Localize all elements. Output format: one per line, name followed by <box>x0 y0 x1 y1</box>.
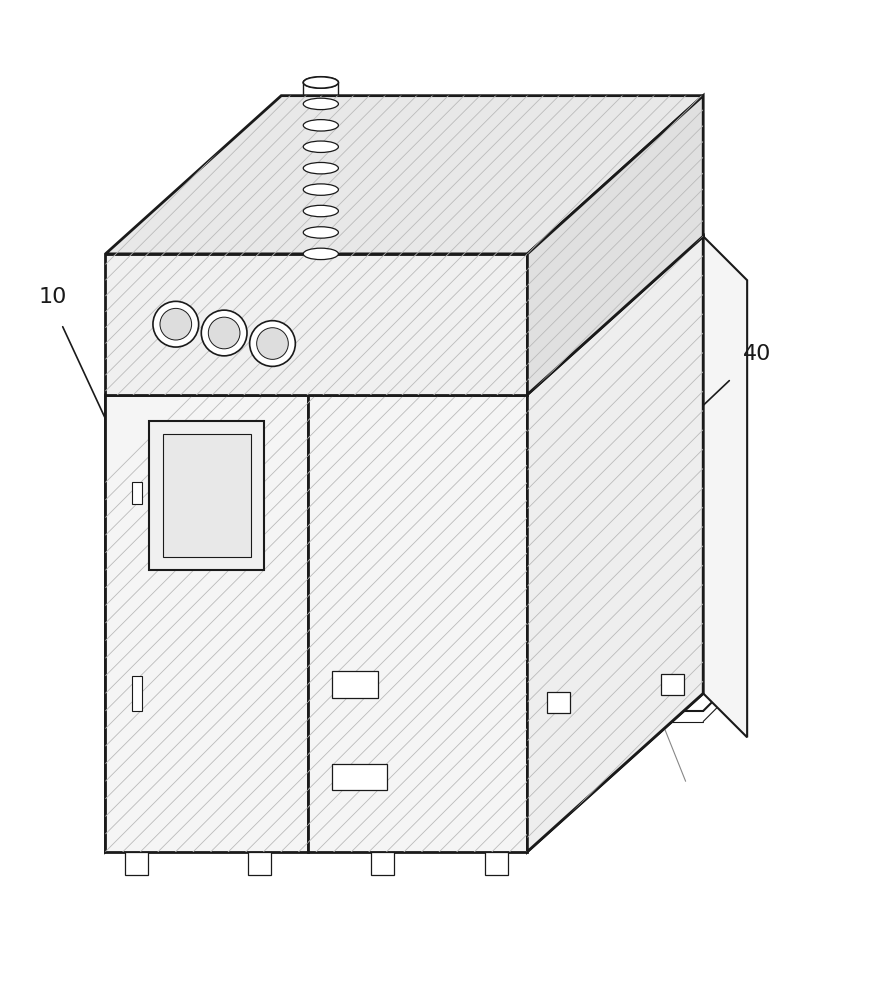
Polygon shape <box>149 421 263 570</box>
Polygon shape <box>248 852 270 875</box>
Polygon shape <box>105 254 527 395</box>
Polygon shape <box>105 236 281 482</box>
Circle shape <box>249 321 295 366</box>
Ellipse shape <box>303 205 338 217</box>
Ellipse shape <box>303 227 338 238</box>
Polygon shape <box>660 674 683 695</box>
Polygon shape <box>527 236 702 852</box>
Circle shape <box>160 308 191 340</box>
Polygon shape <box>527 236 702 852</box>
Polygon shape <box>371 852 393 875</box>
Circle shape <box>201 310 247 356</box>
Polygon shape <box>162 434 250 557</box>
Polygon shape <box>105 395 307 482</box>
Polygon shape <box>485 852 507 875</box>
Polygon shape <box>105 236 281 852</box>
Ellipse shape <box>303 120 338 131</box>
Polygon shape <box>527 96 702 395</box>
Polygon shape <box>546 692 569 713</box>
Circle shape <box>153 301 198 347</box>
Polygon shape <box>702 236 746 737</box>
Text: 40: 40 <box>742 344 770 364</box>
Ellipse shape <box>303 248 338 260</box>
Ellipse shape <box>303 77 338 88</box>
Polygon shape <box>307 605 527 852</box>
Circle shape <box>256 328 288 359</box>
Polygon shape <box>332 671 378 698</box>
Polygon shape <box>527 324 702 605</box>
Polygon shape <box>281 236 702 693</box>
Text: 10: 10 <box>39 287 67 307</box>
Polygon shape <box>527 96 702 395</box>
Polygon shape <box>125 852 148 875</box>
Text: -41: -41 <box>492 424 523 443</box>
Circle shape <box>208 317 240 349</box>
Polygon shape <box>105 324 281 605</box>
Polygon shape <box>307 395 527 482</box>
Text: -42: -42 <box>566 380 598 399</box>
Polygon shape <box>105 236 281 852</box>
Polygon shape <box>105 447 281 852</box>
Polygon shape <box>132 482 142 504</box>
Text: 50: 50 <box>527 194 555 214</box>
Polygon shape <box>105 395 307 852</box>
Ellipse shape <box>303 98 338 110</box>
Polygon shape <box>307 395 527 852</box>
Ellipse shape <box>303 162 338 174</box>
Polygon shape <box>105 96 702 254</box>
Ellipse shape <box>303 141 338 152</box>
Polygon shape <box>105 254 527 395</box>
Polygon shape <box>281 236 702 693</box>
Polygon shape <box>105 96 702 254</box>
Polygon shape <box>527 236 702 852</box>
Polygon shape <box>307 482 527 605</box>
Polygon shape <box>132 676 142 711</box>
Polygon shape <box>527 236 702 852</box>
Polygon shape <box>527 447 702 852</box>
Ellipse shape <box>303 184 338 195</box>
Ellipse shape <box>303 77 338 88</box>
Polygon shape <box>332 764 386 790</box>
Polygon shape <box>105 605 307 852</box>
Text: 30: 30 <box>654 273 682 293</box>
Polygon shape <box>527 236 702 482</box>
Polygon shape <box>105 482 307 605</box>
